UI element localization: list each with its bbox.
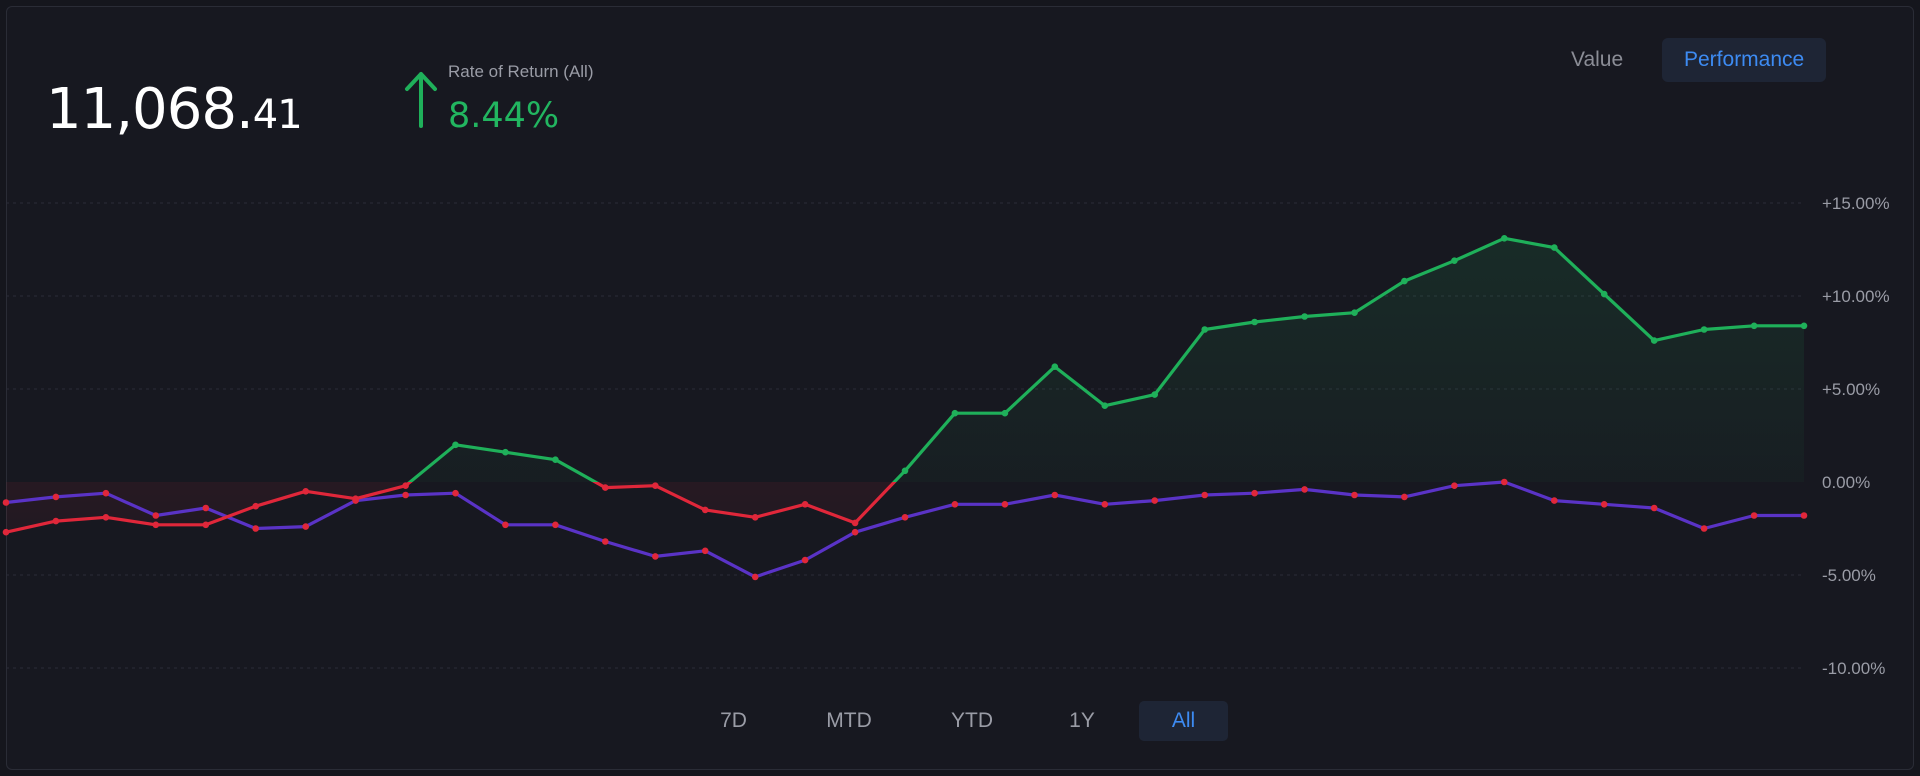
return-point — [1251, 318, 1258, 326]
arrow-up-icon — [405, 72, 437, 128]
return-point — [1650, 337, 1658, 344]
benchmark-point — [452, 489, 459, 497]
benchmark-point — [602, 538, 609, 545]
range-button-ytd[interactable]: YTD — [951, 709, 993, 732]
return-point — [701, 506, 709, 514]
return-point — [602, 484, 609, 491]
return-point — [751, 514, 759, 521]
balance-decimal: 41 — [252, 92, 303, 138]
y-tick-label: -5.00% — [1822, 566, 1876, 585]
return-point — [1001, 409, 1009, 417]
benchmark-point — [102, 489, 110, 497]
return-point — [352, 495, 359, 503]
return-point — [502, 448, 509, 456]
y-axis-ticks: +15.00% +10.00% +5.00% 0.00% -5.00% -10.00% — [1822, 194, 1890, 678]
benchmark-point — [951, 501, 959, 508]
benchmark-point — [302, 523, 310, 530]
benchmark-point — [851, 528, 859, 536]
rate-of-return-value: 8.44% — [448, 96, 560, 136]
chart-areas — [6, 238, 1804, 533]
return-point — [851, 519, 859, 527]
y-tick-label: -10.00% — [1822, 659, 1885, 678]
positive-area — [6, 238, 1804, 482]
value-toggle-button[interactable]: Value — [1571, 48, 1624, 71]
benchmark-point — [2, 499, 10, 506]
rate-of-return-label: Rate of Return (All) — [448, 62, 594, 81]
benchmark-point — [552, 521, 559, 529]
range-button-mtd[interactable]: MTD — [826, 709, 872, 732]
benchmark-point — [1401, 493, 1408, 501]
benchmark-point — [1251, 489, 1258, 497]
return-point — [1301, 313, 1308, 320]
balance-integer: 11,068. — [46, 77, 254, 142]
return-point — [951, 409, 959, 417]
benchmark-point — [1650, 504, 1658, 512]
return-point — [901, 467, 909, 475]
y-tick-label: +10.00% — [1822, 287, 1890, 306]
benchmark-point — [1151, 497, 1158, 504]
return-point — [1800, 322, 1808, 330]
portfolio-balance: 11,068.41 — [46, 82, 303, 138]
return-point — [652, 482, 659, 490]
benchmark-point — [751, 573, 759, 581]
return-point — [1151, 391, 1158, 398]
return-point — [1401, 277, 1408, 285]
return-point — [1351, 309, 1358, 317]
return-point — [1551, 244, 1558, 251]
benchmark-point — [402, 491, 409, 499]
benchmark-point — [1201, 491, 1208, 499]
benchmark-point — [1301, 486, 1308, 493]
benchmark-point — [1451, 482, 1458, 490]
benchmark-point — [652, 553, 659, 560]
benchmark-point — [1101, 501, 1109, 508]
y-tick-label: 0.00% — [1822, 473, 1870, 492]
benchmark-point — [252, 525, 259, 532]
return-point — [1101, 402, 1109, 410]
return-point — [452, 441, 459, 449]
return-point — [302, 488, 310, 495]
return-point — [2, 528, 10, 536]
return-point — [1750, 322, 1758, 330]
range-button-1y[interactable]: 1Y — [1069, 709, 1095, 732]
benchmark-point — [1600, 501, 1608, 508]
return-point — [1600, 290, 1608, 298]
benchmark-point — [901, 514, 909, 521]
benchmark-point — [1351, 491, 1358, 499]
benchmark-point — [801, 556, 809, 564]
benchmark-point — [1501, 478, 1508, 486]
chart-lines — [2, 235, 1808, 581]
benchmark-point — [701, 547, 709, 555]
benchmark-point — [52, 493, 60, 501]
return-point — [252, 502, 259, 510]
benchmark-point — [1001, 501, 1009, 508]
return-point — [1700, 326, 1708, 333]
benchmark-point — [152, 512, 160, 519]
range-button-7d[interactable]: 7D — [720, 709, 747, 732]
y-tick-label: +15.00% — [1822, 194, 1890, 213]
benchmark-point — [1750, 512, 1758, 519]
return-point — [1201, 326, 1208, 333]
return-point — [152, 521, 160, 529]
return-point — [1051, 363, 1059, 371]
return-point — [552, 456, 559, 464]
return-point — [52, 517, 60, 525]
return-point — [801, 501, 809, 508]
return-point — [202, 521, 210, 529]
benchmark-point — [202, 504, 210, 512]
y-tick-label: +5.00% — [1822, 380, 1880, 399]
benchmark-point — [1551, 497, 1558, 504]
return-point — [102, 514, 110, 521]
return-point — [402, 482, 409, 490]
benchmark-point — [502, 521, 509, 529]
performance-toggle-button[interactable]: Performance — [1662, 38, 1827, 82]
return-point — [1451, 257, 1458, 265]
return-point — [1501, 235, 1508, 242]
range-button-all[interactable]: All — [1139, 701, 1228, 741]
benchmark-point — [1800, 512, 1808, 519]
benchmark-point — [1051, 491, 1059, 499]
benchmark-point — [1700, 525, 1708, 532]
negative-area — [6, 482, 1804, 533]
